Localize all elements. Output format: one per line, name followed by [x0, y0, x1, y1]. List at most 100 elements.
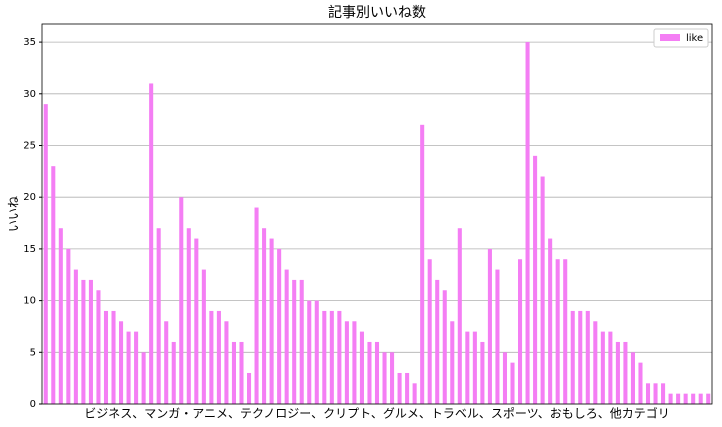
bar	[525, 42, 530, 404]
bar	[661, 383, 666, 404]
bar	[540, 176, 545, 404]
bar	[246, 372, 252, 404]
bar	[66, 248, 71, 404]
bar	[382, 352, 387, 404]
bar	[518, 259, 523, 404]
legend-swatch	[660, 34, 680, 41]
bar	[653, 383, 658, 404]
bar	[179, 197, 184, 404]
bar	[186, 228, 191, 404]
bar	[427, 259, 432, 404]
bar	[645, 383, 651, 404]
bar	[435, 279, 440, 404]
bar	[314, 300, 319, 404]
bar	[630, 352, 635, 404]
bar	[119, 321, 124, 404]
bar	[337, 310, 342, 404]
bar	[502, 352, 508, 404]
bar	[638, 362, 643, 404]
bar	[201, 269, 206, 404]
bar	[277, 248, 282, 404]
bar	[450, 321, 455, 404]
bar	[292, 279, 297, 404]
legend-box	[653, 28, 709, 48]
bar	[397, 372, 402, 404]
y-tick-label: 5	[30, 347, 36, 358]
bar	[367, 341, 372, 404]
bar	[374, 341, 380, 404]
bar	[81, 279, 86, 404]
bar	[239, 341, 244, 404]
bar	[691, 393, 696, 404]
bar	[164, 321, 169, 404]
bar	[585, 310, 590, 404]
bar	[442, 290, 447, 404]
bar	[683, 393, 688, 404]
y-tick-label: 25	[23, 140, 36, 151]
bar	[224, 321, 229, 404]
y-axis-label: いいね	[7, 196, 21, 232]
bar	[156, 228, 161, 404]
y-tick-label: 10	[23, 296, 36, 307]
legend-label: like	[686, 33, 703, 44]
bar	[322, 310, 327, 404]
bar	[533, 155, 538, 404]
bar	[111, 310, 116, 404]
bar	[344, 321, 349, 404]
bar	[578, 310, 583, 404]
bar	[307, 300, 312, 404]
bar	[495, 269, 500, 404]
bar	[262, 228, 267, 404]
bar	[593, 321, 598, 404]
bar	[570, 310, 575, 404]
bar	[412, 383, 417, 404]
bar	[706, 393, 711, 404]
bar	[352, 321, 357, 404]
y-tick-label: 30	[23, 89, 36, 100]
bar	[171, 341, 176, 404]
bar	[299, 279, 304, 404]
bar	[555, 259, 560, 404]
bar	[43, 104, 48, 405]
bar	[608, 331, 613, 404]
bar	[254, 207, 259, 404]
bar	[420, 124, 425, 404]
bar	[141, 352, 146, 404]
bar	[698, 393, 703, 404]
bar	[58, 228, 63, 404]
y-tick-label: 35	[23, 37, 36, 48]
bar	[231, 341, 236, 404]
bar	[472, 331, 477, 404]
y-tick-label: 15	[23, 244, 36, 255]
bar	[103, 310, 109, 404]
bar	[465, 331, 470, 404]
bar	[480, 341, 485, 404]
bar	[359, 331, 364, 404]
bar	[96, 290, 101, 404]
bar	[457, 228, 462, 404]
bar	[134, 331, 139, 404]
y-tick-label: 0	[30, 399, 36, 410]
y-tick-label: 20	[23, 192, 36, 203]
bar	[194, 238, 199, 404]
bar	[487, 248, 492, 404]
bar	[149, 83, 154, 404]
bar	[329, 310, 334, 404]
bar	[615, 341, 620, 404]
bar	[51, 166, 56, 404]
x-axis-label: ビジネス、マンガ・アニメ、テクノロジー、クリプト、グルメ、トラベル、スポーツ、お…	[84, 406, 670, 421]
plot-frame	[41, 23, 713, 405]
bar	[284, 269, 289, 404]
bar	[623, 341, 628, 404]
bar	[676, 393, 681, 404]
bar	[126, 331, 131, 404]
bar	[216, 310, 221, 404]
bar	[600, 331, 605, 404]
bar	[548, 238, 553, 404]
chart-title: 記事別いいね数	[328, 4, 426, 21]
bar	[668, 393, 673, 404]
bar	[390, 352, 395, 404]
bar	[563, 259, 568, 404]
bar	[88, 279, 93, 404]
